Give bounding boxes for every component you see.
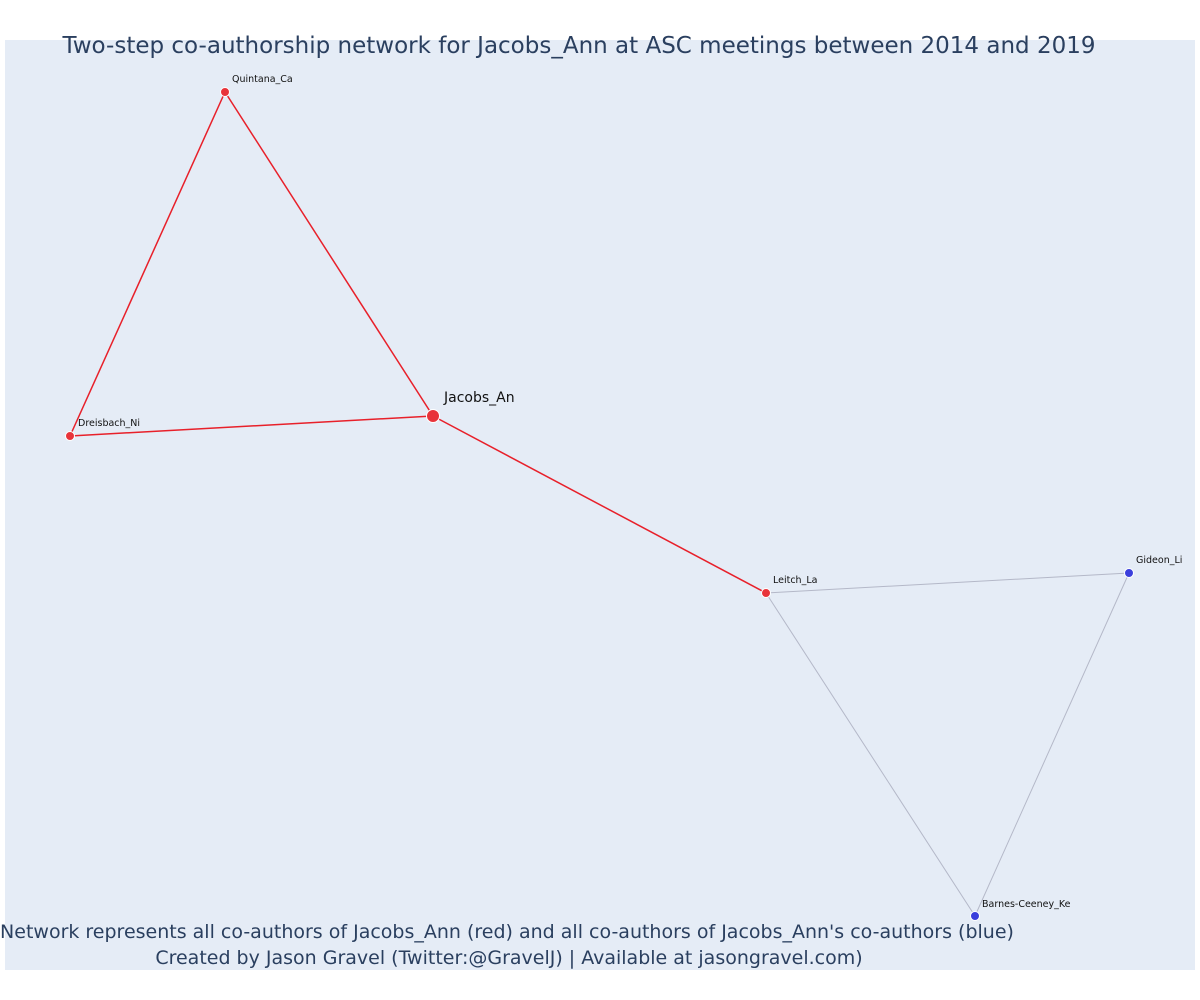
nodes-layer bbox=[65, 87, 1134, 921]
node-label-quintana-ca: Quintana_Ca bbox=[232, 74, 293, 85]
edge-gideon-li-barnes-ceeney-ke bbox=[974, 572, 1130, 917]
node-barnes-ceeney-ke[interactable] bbox=[970, 911, 980, 921]
edge-leitch-la-gideon-li bbox=[765, 572, 1130, 594]
edge-dreisbach-ni-jacobs-an bbox=[69, 415, 434, 437]
node-leitch-la[interactable] bbox=[761, 588, 771, 598]
node-quintana-ca[interactable] bbox=[220, 87, 230, 97]
edge-jacobs-an-leitch-la bbox=[432, 415, 767, 594]
node-label-jacobs-an: Jacobs_An bbox=[443, 390, 515, 406]
node-dreisbach-ni[interactable] bbox=[65, 431, 75, 441]
node-label-leitch-la: Leitch_La bbox=[773, 575, 817, 586]
node-gideon-li[interactable] bbox=[1124, 568, 1134, 578]
node-jacobs-an[interactable] bbox=[426, 409, 440, 423]
node-label-barnes-ceeney-ke: Barnes-Ceeney_Ke bbox=[982, 899, 1071, 910]
node-labels-layer: Jacobs_An Quintana_Ca Dreisbach_Ni Leitch_L… bbox=[78, 74, 1182, 910]
edge-leitch-la-barnes-ceeney-ke bbox=[765, 592, 976, 917]
caption-line-2: Created by Jason Gravel (Twitter:@Gravel… bbox=[155, 947, 862, 969]
edges-layer bbox=[69, 91, 1130, 917]
node-label-gideon-li: Gideon_Li bbox=[1136, 555, 1182, 566]
edge-quintana-ca-dreisbach-ni bbox=[69, 91, 226, 437]
diagram-title: Two-step co-authorship network for Jacob… bbox=[62, 33, 1096, 59]
node-label-dreisbach-ni: Dreisbach_Ni bbox=[78, 418, 140, 429]
edge-quintana-ca-jacobs-an bbox=[224, 91, 434, 417]
caption-line-1: Network represents all co-authors of Jac… bbox=[0, 921, 1014, 943]
